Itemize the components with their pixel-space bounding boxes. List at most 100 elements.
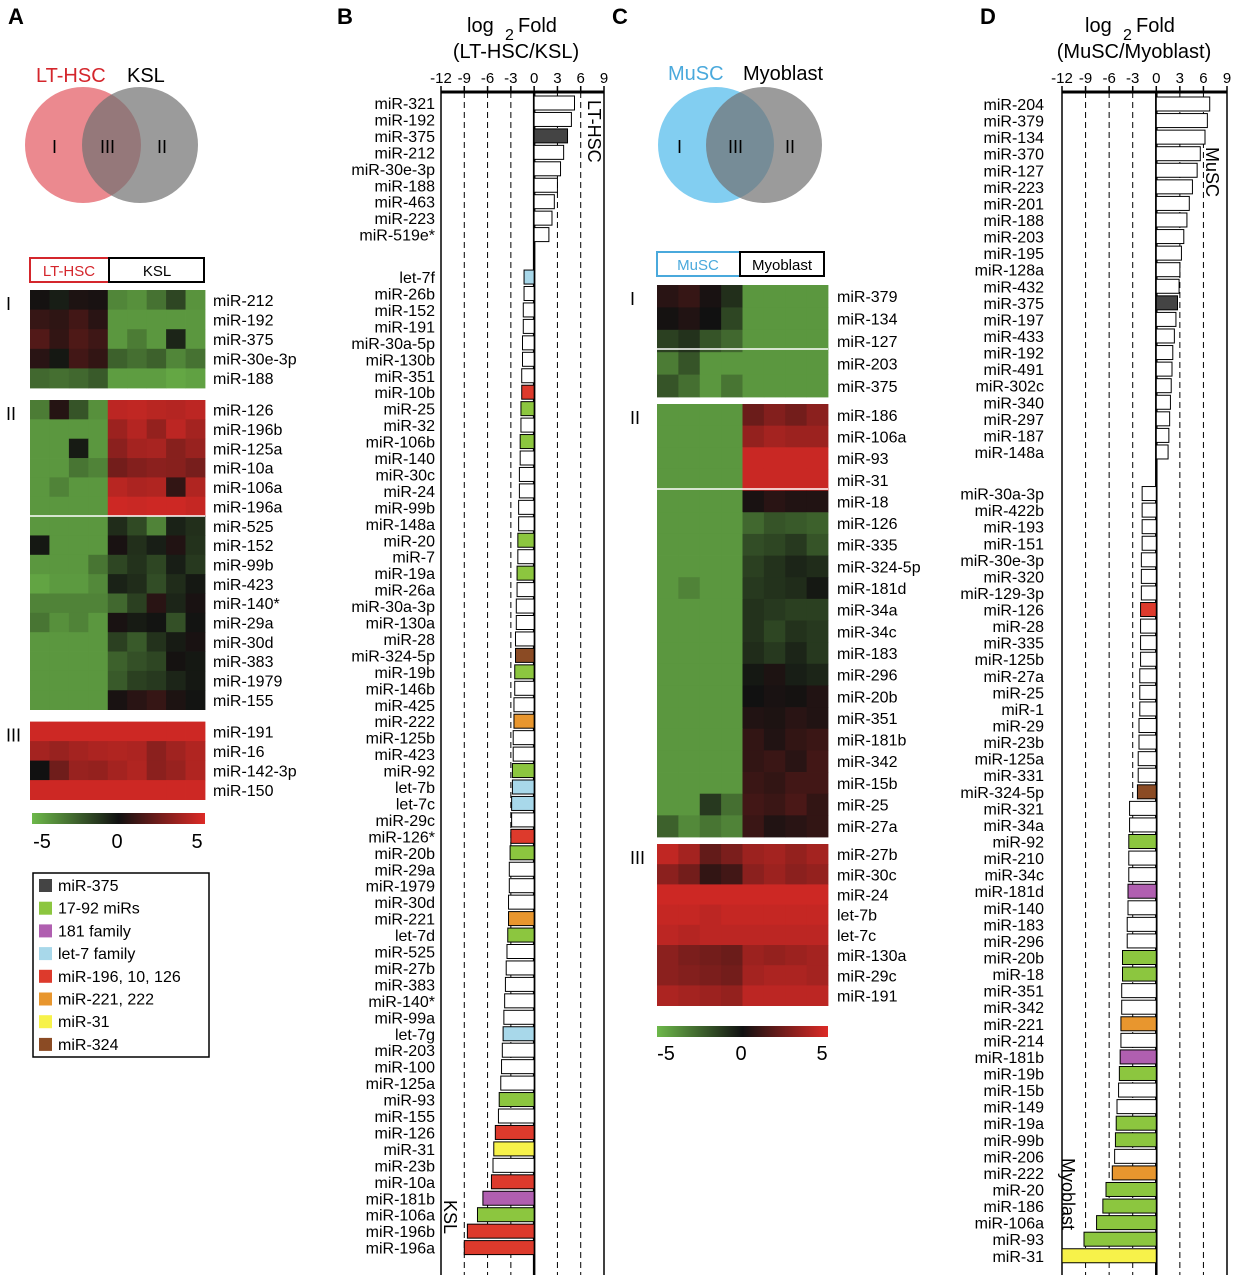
heatmap-cell [785, 468, 808, 491]
bar-category-label: miR-192 [984, 346, 1045, 363]
heatmap-cell [721, 965, 743, 986]
heatmap-cell [721, 352, 743, 375]
heatmap-cell [806, 904, 829, 926]
bar [1128, 850, 1157, 866]
legend: miR-375 17-92 miRs 181 family let-7 family m… [39, 878, 181, 1054]
heatmap-cell [678, 352, 701, 375]
heatmap-cell [68, 458, 89, 478]
bar-category-label: miR-27b [375, 961, 436, 978]
heatmap-cell [146, 290, 167, 310]
heatmap-cell [30, 574, 50, 594]
heatmap-cell [657, 352, 679, 375]
heatmap-cell [49, 612, 70, 633]
heatmap-cell [657, 985, 679, 1006]
bar-category-label: miR-127 [984, 163, 1045, 180]
heatmap-cell [785, 685, 808, 708]
bar-category-label: miR-1979 [366, 879, 435, 896]
heatmap-cell [699, 844, 722, 865]
heatmap-cell [88, 574, 109, 594]
heatmap-cell [185, 348, 206, 369]
heatmap-cell [68, 670, 89, 691]
bar-category-label: miR-181b [975, 1050, 1044, 1067]
bar [482, 1190, 535, 1206]
bar-category-label: miR-27a [984, 669, 1045, 686]
heatmap-row-label: miR-29c [837, 968, 897, 985]
heatmap-cell [166, 496, 186, 517]
heatmap-cell [146, 760, 167, 781]
heatmap-cell [107, 593, 128, 614]
heatmap-cell [657, 772, 679, 795]
heatmap-row-label: miR-25 [837, 798, 889, 815]
heatmap-cell [785, 329, 808, 353]
bar-category-label: miR-146b [366, 681, 435, 698]
legend-label: 181 family [58, 923, 131, 940]
heatmap-cell [699, 468, 722, 491]
heatmap-row-label: miR-152 [213, 538, 274, 555]
heatmap-row-label: miR-30e-3p [213, 352, 297, 369]
heatmap-cell [763, 884, 786, 905]
bar-category-label: miR-149 [984, 1100, 1045, 1117]
heatmap-cell [657, 468, 679, 491]
heatmap-cell [721, 945, 743, 966]
bar [508, 878, 535, 894]
bar [515, 615, 535, 630]
heatmap-cell [806, 844, 829, 865]
legend-swatch [39, 1015, 52, 1029]
heatmap-cell [107, 780, 128, 800]
bar [1155, 179, 1193, 195]
heatmap-cell [30, 438, 50, 459]
heatmap-cell [763, 533, 786, 556]
bar [523, 269, 535, 285]
heatmap-cell [146, 593, 167, 614]
heatmap-cell [88, 760, 109, 781]
heatmap-cell [699, 707, 722, 730]
heatmap-cell [721, 685, 743, 708]
heatmap-cell [166, 690, 186, 710]
heatmap-row-label: miR-30d [213, 635, 273, 652]
x-tick-label: 9 [1223, 70, 1231, 87]
heatmap-cell [763, 425, 786, 448]
bar [1111, 1165, 1157, 1181]
bar [520, 401, 535, 417]
bar-category-label: miR-321 [984, 801, 1045, 818]
heatmap-cell [166, 670, 186, 691]
x-tick-label: 9 [600, 70, 608, 87]
heatmap-cell [166, 612, 186, 633]
heatmap-cell [657, 663, 679, 686]
heatmap-cell [678, 685, 701, 708]
heatmap-cell [678, 533, 701, 556]
bar [1155, 96, 1211, 112]
heatmap-cell [678, 490, 701, 513]
bar-category-label: miR-125a [975, 752, 1044, 769]
bar-category-label: miR-19b [984, 1066, 1045, 1083]
heatmap-cell [127, 309, 148, 330]
bar-category-label: miR-126 [375, 1125, 436, 1142]
heatmap-cell [107, 329, 128, 350]
heatmap-cell [699, 533, 722, 556]
bar-category-label: miR-99b [984, 1133, 1045, 1150]
heatmap-cell [185, 496, 206, 517]
heatmap-cell [127, 780, 148, 800]
heatmap-cell [30, 535, 50, 556]
heatmap-cell [806, 945, 829, 966]
heatmap-cell [785, 374, 808, 398]
side-label-bottom: KSL [440, 1200, 460, 1234]
heatmap-cell [763, 728, 786, 751]
legend-label: miR-375 [58, 878, 119, 895]
heatmap-cell [30, 760, 50, 781]
heatmap-cell [68, 780, 89, 800]
bar [1141, 502, 1157, 518]
heatmap-cell [107, 368, 128, 389]
heatmap-cell [127, 368, 148, 389]
heatmap-cell [88, 593, 109, 614]
bar-category-label: miR-519e* [359, 228, 435, 245]
heatmap-cell [678, 620, 701, 643]
bar-category-label: miR-193 [984, 520, 1045, 537]
bar [1061, 1248, 1157, 1264]
heatmap-cell [107, 574, 128, 594]
heatmap-cell [785, 425, 808, 448]
bar-category-label: miR-92 [383, 764, 435, 781]
bar [533, 128, 569, 144]
bar-category-label: miR-491 [984, 362, 1045, 379]
